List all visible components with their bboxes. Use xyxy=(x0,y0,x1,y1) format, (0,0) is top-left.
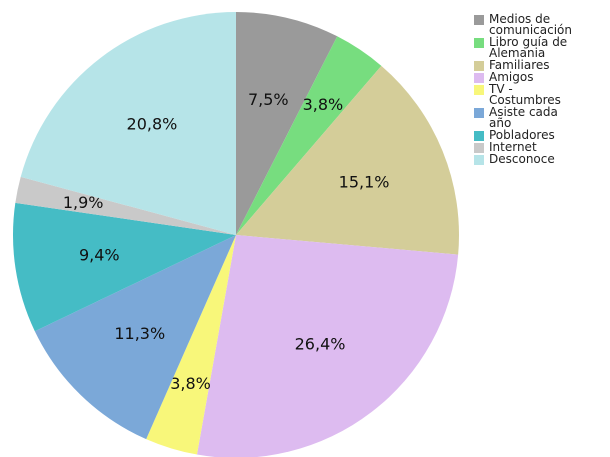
legend-item: Libro guía de Alemania xyxy=(474,35,572,60)
legend-item: Familiares xyxy=(474,58,572,72)
pie-slice xyxy=(15,176,237,235)
legend-item: Pobladores xyxy=(474,128,572,142)
legend-item: Internet xyxy=(474,140,572,154)
pie-slice xyxy=(34,235,236,440)
legend-label: Internet xyxy=(489,140,537,154)
pie-slice xyxy=(236,36,382,236)
slice-label: 11,3% xyxy=(114,324,165,343)
legend-label: Desconoce xyxy=(489,152,555,166)
legend: Medios de comunicación Libro guía de Alem… xyxy=(474,12,573,166)
slice-label: 15,1% xyxy=(339,172,390,191)
legend-swatch xyxy=(474,85,484,95)
pie-chart: 7,5% 3,8% 15,1% 26,4% 3,8% 11,3% 9,4% 1,9% 20,8% xyxy=(12,12,459,457)
legend-label: Pobladores xyxy=(489,128,555,142)
legend-item: Amigos xyxy=(474,70,572,84)
legend-swatch xyxy=(474,108,484,118)
pie-slice xyxy=(236,65,459,255)
legend-swatch xyxy=(474,143,484,153)
slice-label: 26,4% xyxy=(295,334,346,353)
slice-label: 9,4% xyxy=(79,245,120,264)
slice-label: 3,8% xyxy=(170,374,211,393)
legend-label: Familiares xyxy=(489,58,550,72)
legend-swatch xyxy=(474,15,484,25)
legend-item: Asiste cada año xyxy=(474,105,572,130)
legend-label: Medios de comunicación xyxy=(489,12,573,37)
slice-label: 20,8% xyxy=(127,115,178,134)
pie-slice xyxy=(12,202,236,332)
legend-swatch xyxy=(474,131,484,141)
legend-swatch xyxy=(474,61,484,71)
legend-swatch xyxy=(474,73,484,83)
slice-label: 1,9% xyxy=(63,193,104,212)
legend-item: Medios de comunicación xyxy=(474,12,573,37)
slice-label: 7,5% xyxy=(248,90,289,109)
legend-swatch xyxy=(474,155,484,165)
pie-slice xyxy=(146,235,236,455)
legend-label: Amigos xyxy=(489,70,534,84)
legend-item: TV - Costumbres xyxy=(474,82,572,107)
pie-slice xyxy=(196,235,459,457)
slice-label: 3,8% xyxy=(303,95,344,114)
legend-label: Asiste cada año xyxy=(489,105,558,130)
legend-label: Libro guía de Alemania xyxy=(489,35,568,60)
legend-swatch xyxy=(474,38,484,48)
legend-item: Desconoce xyxy=(474,152,572,166)
pie-slice xyxy=(236,12,338,235)
legend-label: TV - Costumbres xyxy=(489,82,561,107)
pie-slice xyxy=(20,12,236,235)
